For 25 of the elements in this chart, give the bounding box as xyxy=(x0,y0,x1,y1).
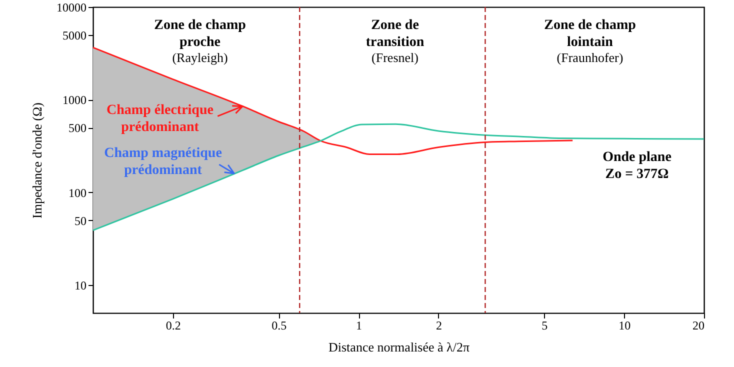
y-tick-label: 5000 xyxy=(62,28,86,42)
y-tick-label: 50 xyxy=(74,214,86,228)
y-tick-label: 10000 xyxy=(56,0,86,14)
x-tick-label: 0.2 xyxy=(166,318,181,332)
x-tick-label: 20 xyxy=(692,318,704,332)
annotation: Zone de champ proche xyxy=(154,18,246,50)
annotation: Onde plane Zo = 377Ω xyxy=(602,150,672,182)
y-tick-label: 500 xyxy=(68,121,86,136)
y-tick-label: 1000 xyxy=(62,93,86,108)
x-axis-title: Distance normalisée à λ/2π xyxy=(328,340,470,354)
y-tick-label: 10 xyxy=(74,278,86,293)
annotation: (Rayleigh) xyxy=(172,50,228,65)
x-tick-label: 0.5 xyxy=(272,318,287,332)
x-tick-label: 5 xyxy=(542,318,548,332)
annotation: Zone de champ lointain xyxy=(544,18,636,50)
annotation: (Fresnel) xyxy=(372,50,418,65)
annotation: Zone de transition xyxy=(366,18,424,50)
x-tick-label: 2 xyxy=(436,318,442,332)
annotation: (Fraunhofer) xyxy=(556,50,624,65)
x-tick-label: 10 xyxy=(618,318,631,332)
y-tick-label: 100 xyxy=(68,186,86,200)
y-axis-title: Impedance d'onde (Ω) xyxy=(30,102,44,218)
annotation: Champ électrique prédominant xyxy=(106,103,214,135)
annotation: Champ magnétique prédominant xyxy=(104,146,222,178)
x-tick-label: 1 xyxy=(356,318,362,332)
